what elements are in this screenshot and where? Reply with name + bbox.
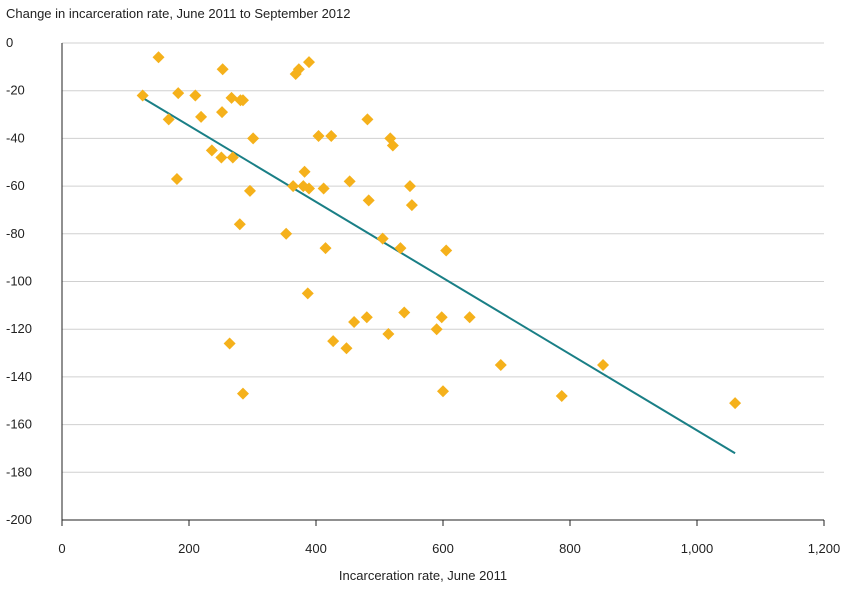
data-point [361,113,374,126]
y-tick-label: -180 [6,464,32,479]
data-point [226,151,239,164]
data-point [162,113,175,126]
x-tick-label: 400 [305,541,327,556]
data-point [376,232,389,245]
data-point [247,132,260,145]
data-point [437,385,449,398]
data-point [216,106,229,119]
y-tick-label: -60 [6,178,25,193]
data-point [340,342,353,355]
x-tick-label: 1,200 [808,541,841,556]
y-tick-label: -120 [6,321,32,336]
y-tick-label: -160 [6,417,32,432]
data-point [243,184,256,197]
data-point [348,316,361,329]
x-tick-label: 800 [559,541,581,556]
data-point [303,56,316,69]
y-tick-label: -40 [6,130,25,145]
y-tick-label: 0 [6,35,13,50]
data-point [172,87,185,100]
data-point [195,110,208,123]
data-point [386,139,399,152]
trendline [142,96,736,455]
data-point [405,199,418,212]
y-tick-label: -200 [6,512,32,527]
data-points [136,51,742,410]
trendline-group [142,96,736,455]
data-point [729,397,742,410]
data-point [301,287,314,300]
y-tick-label: -80 [6,226,25,241]
data-point [216,63,229,76]
x-axis-label: Incarceration rate, June 2011 [338,568,508,583]
x-tick-label: 600 [432,541,454,556]
data-point [317,182,330,195]
data-point [325,130,338,143]
data-point [205,144,218,157]
data-point [362,194,375,207]
x-tick-label: 200 [178,541,200,556]
data-point [152,51,165,64]
data-point [327,335,340,348]
y-tick-label: -140 [6,369,32,384]
gridlines [62,42,824,473]
data-point [440,244,453,257]
data-point [287,180,300,193]
data-point [233,218,246,231]
data-point [555,389,568,402]
data-point [298,165,311,178]
axes [61,43,825,526]
data-point [597,358,610,371]
x-tick-label: 1,000 [681,541,714,556]
data-point [343,175,356,188]
data-point [398,306,411,319]
data-point [189,89,202,102]
data-point [303,182,316,195]
data-point [215,151,228,164]
chart-title: Change in incarceration rate, June 2011 … [6,6,351,21]
data-point [435,311,448,324]
data-point [430,323,443,336]
data-point [463,311,476,324]
data-point [225,91,238,104]
tick-labels: 0 -20 -40 -60 -80 -100 -120 -140 -160 -180 -200 0 20… [6,35,840,556]
data-point [223,337,236,350]
data-point [394,242,407,255]
data-point [312,130,325,143]
data-point [319,242,332,255]
data-point [494,358,507,371]
data-point [236,387,249,400]
y-tick-label: -100 [6,274,32,289]
data-point [236,94,249,107]
y-tick-label: -20 [6,83,25,98]
data-point [403,180,416,193]
data-point [170,172,183,185]
data-point [382,327,395,340]
data-point [360,311,373,324]
x-tick-label: 0 [58,541,65,556]
data-point [280,227,293,240]
data-point [292,63,305,76]
data-point [136,89,149,102]
